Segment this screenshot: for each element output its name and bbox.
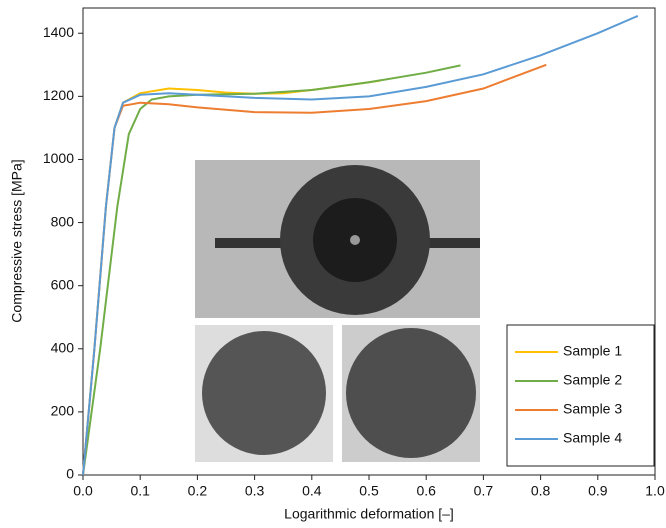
y-tick-label: 1000 [43, 150, 74, 166]
legend-label: Sample 3 [563, 401, 622, 417]
photo-sample-a-disc [202, 331, 326, 455]
inset-photos [195, 160, 480, 462]
x-tick-label: 0.1 [130, 483, 150, 499]
x-tick-label: 0.0 [73, 483, 93, 499]
x-tick-label: 1.0 [645, 483, 665, 499]
legend-label: Sample 4 [563, 430, 622, 446]
y-axis-label: Compressive stress [MPa] [9, 159, 25, 322]
legend-label: Sample 2 [563, 372, 622, 388]
series-line [82, 14, 639, 476]
photo-sample-b-disc [346, 328, 476, 458]
y-tick-label: 0 [66, 466, 74, 482]
x-tick-label: 0.6 [416, 483, 436, 499]
y-tick-label: 1200 [43, 87, 74, 103]
legend-label: Sample 1 [563, 343, 622, 359]
y-tick-label: 400 [51, 339, 75, 355]
y-tick-label: 800 [51, 213, 75, 229]
y-tick-label: 1400 [43, 24, 74, 40]
x-tick-label: 0.3 [245, 483, 265, 499]
y-tick-label: 200 [51, 403, 75, 419]
x-axis-label: Logarithmic deformation [–] [284, 506, 454, 522]
x-tick-label: 0.2 [188, 483, 208, 499]
x-tick-label: 0.9 [588, 483, 608, 499]
y-tick-label: 600 [51, 276, 75, 292]
x-tick-label: 0.5 [359, 483, 379, 499]
series-line [82, 64, 461, 476]
photo-pin [350, 235, 360, 245]
legend-box [506, 324, 655, 467]
x-tick-label: 0.7 [474, 483, 494, 499]
x-tick-label: 0.4 [302, 483, 322, 499]
x-tick-label: 0.8 [531, 483, 551, 499]
